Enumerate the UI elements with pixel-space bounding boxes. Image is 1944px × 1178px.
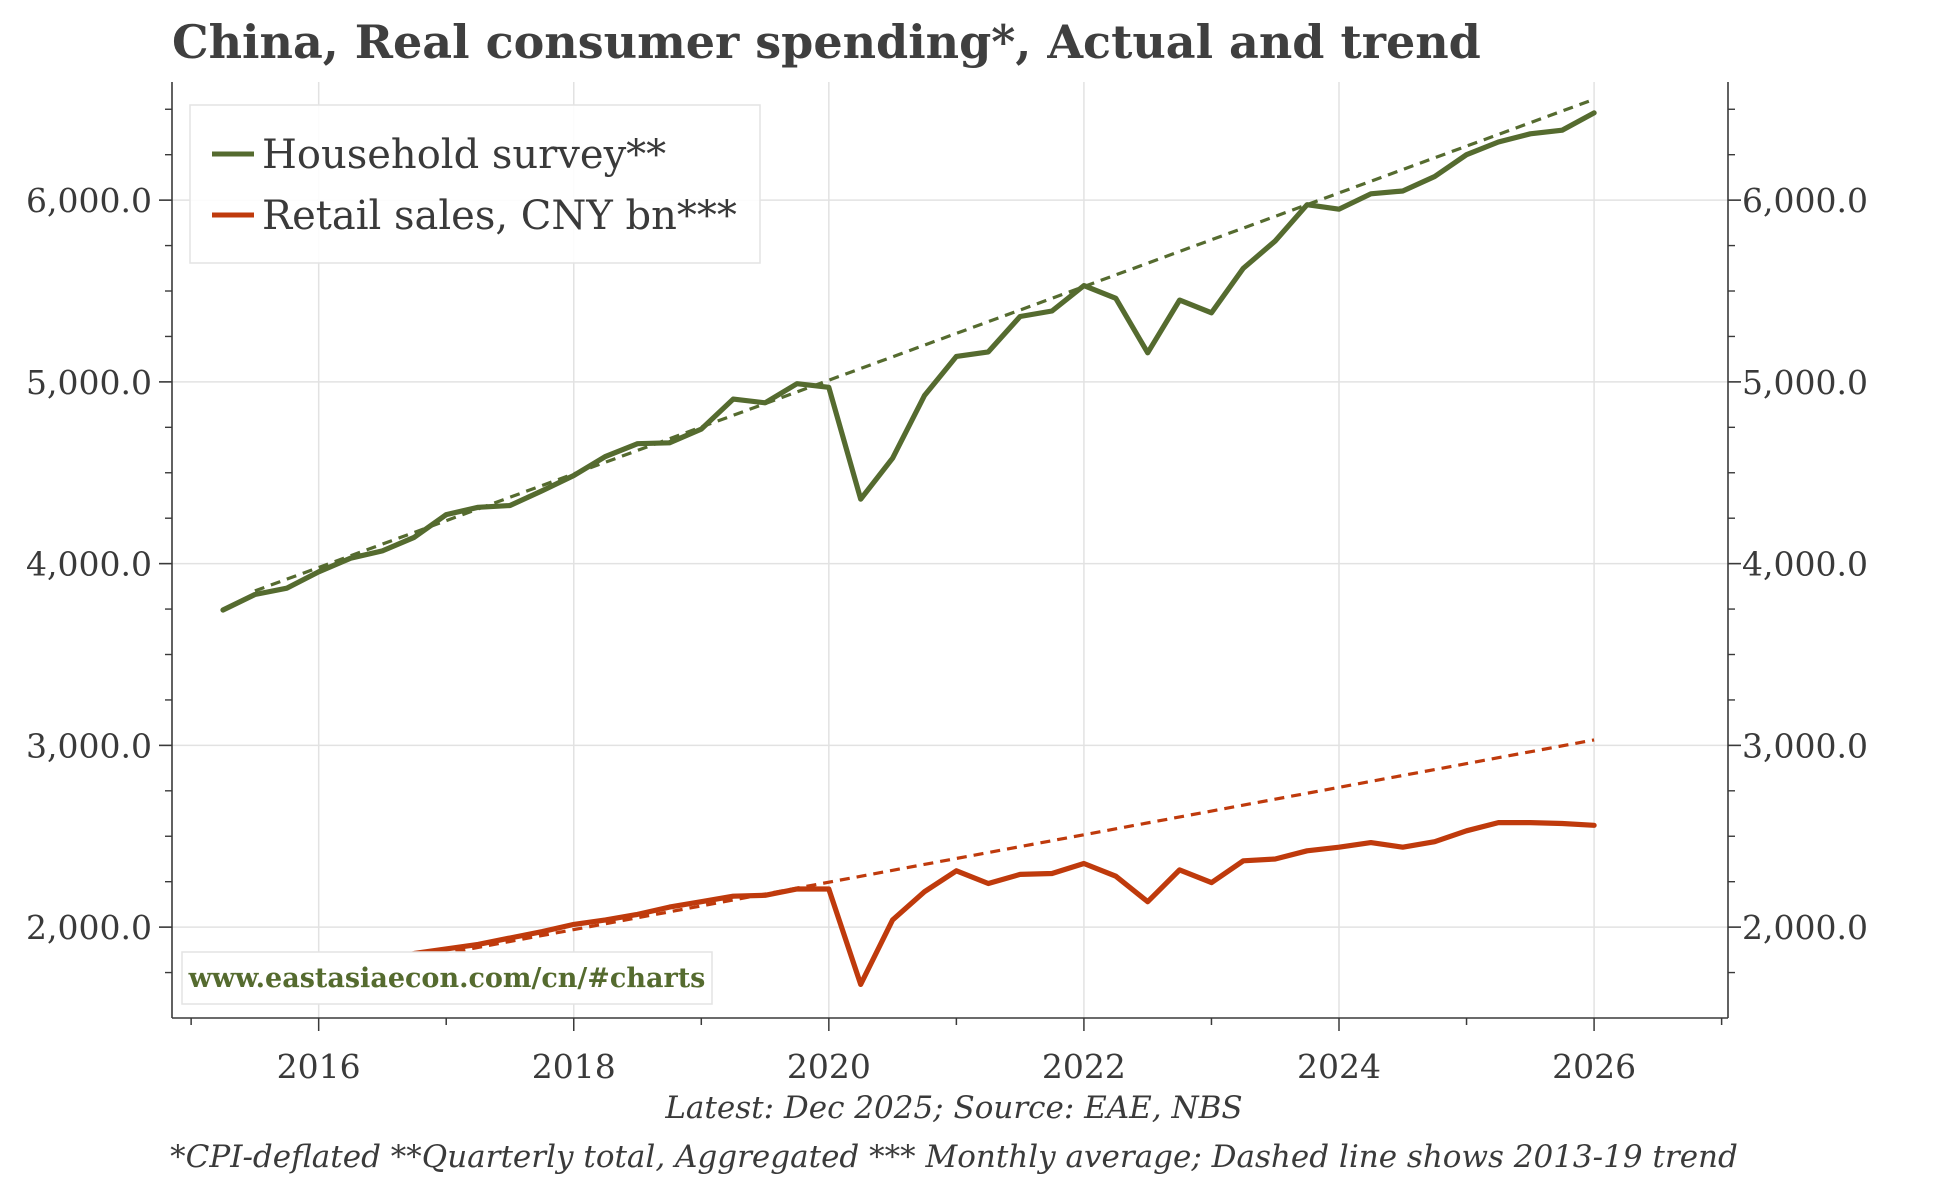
x-tick-label: 2020: [787, 1047, 871, 1086]
y-tick-label-right: 6,000.0: [1742, 181, 1868, 220]
y-tick-label-left: 6,000.0: [26, 181, 152, 220]
series-line-retail-sales-trend: [254, 738, 1595, 991]
y-tick-label-left: 5,000.0: [26, 363, 152, 402]
source-note: Latest: Dec 2025; Source: EAE, NBS: [664, 1090, 1242, 1126]
y-tick-label-right: 5,000.0: [1742, 363, 1868, 402]
watermark-text: www.eastasiaecon.com/cn/#charts: [188, 963, 706, 994]
x-tick-label: 2026: [1552, 1047, 1636, 1086]
y-tick-label-right: 2,000.0: [1742, 908, 1868, 947]
legend: Household survey** Retail sales, CNY bn*…: [189, 104, 761, 264]
y-tick-label-right: 3,000.0: [1742, 726, 1868, 765]
x-tick-label: 2018: [532, 1047, 616, 1086]
series-line-household-survey: [220, 110, 1597, 613]
footnote: *CPI-deflated **Quarterly total, Aggrega…: [170, 1139, 1738, 1175]
series-layer: [220, 97, 1597, 1000]
legend-box: [189, 104, 761, 264]
watermark-box: [181, 951, 713, 1005]
legend-label-retail: Retail sales, CNY bn***: [262, 193, 737, 239]
y-tick-label-right: 4,000.0: [1742, 545, 1868, 584]
chart-title: China, Real consumer spending*, Actual a…: [172, 15, 1481, 69]
y-tick-label-left: 2,000.0: [26, 908, 152, 947]
x-tick-label: 2022: [1042, 1047, 1126, 1086]
x-tick-label: 2016: [277, 1047, 361, 1086]
axes: 2,000.0 2,000.0 3,000.0 3,000.0 4,000.0 4,000…: [26, 82, 1868, 1086]
legend-label-household: Household survey**: [262, 132, 666, 178]
y-tick-label-left: 4,000.0: [26, 545, 152, 584]
y-tick-label-left: 3,000.0: [26, 726, 152, 765]
series-line-retail-sales-cny-bn: [220, 819, 1597, 1000]
x-tick-label: 2024: [1297, 1047, 1381, 1086]
watermark: www.eastasiaecon.com/cn/#charts: [181, 951, 713, 1005]
